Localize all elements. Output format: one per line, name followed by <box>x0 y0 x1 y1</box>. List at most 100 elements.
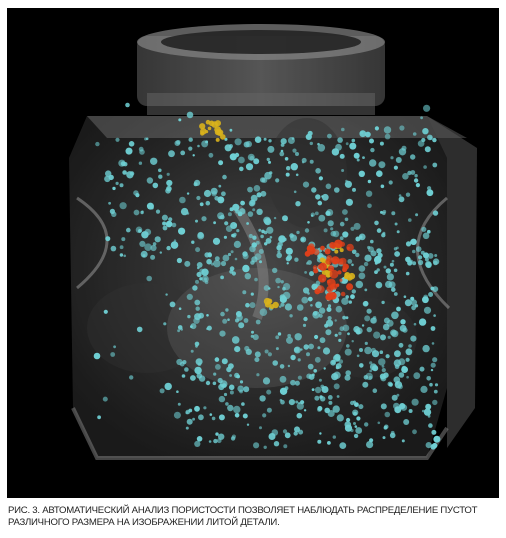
pore-small <box>184 260 191 267</box>
pore-small <box>375 281 383 289</box>
pore-small <box>266 389 272 395</box>
pore-small <box>390 329 397 337</box>
pore-small <box>306 373 312 379</box>
pore-small <box>146 275 152 282</box>
pore-small <box>252 334 259 341</box>
pore-small <box>383 265 387 269</box>
pore-small <box>410 170 416 175</box>
pore-small <box>335 356 341 362</box>
pore-small <box>190 349 194 353</box>
pore-small <box>254 357 260 363</box>
pore-small <box>152 182 159 189</box>
pore-small <box>405 192 411 197</box>
pore-small <box>317 439 322 444</box>
pore-small <box>245 140 252 148</box>
pore-small <box>222 174 227 180</box>
pore-small <box>336 414 344 422</box>
pore-small <box>418 259 424 266</box>
pore-small <box>277 285 280 289</box>
pore-small <box>142 254 146 258</box>
pore-small <box>230 436 236 441</box>
pore-small <box>209 413 213 416</box>
pore-large <box>318 274 327 283</box>
pore-large <box>340 291 346 297</box>
pore-small <box>180 150 186 156</box>
pore-small <box>192 285 198 291</box>
pore-small <box>307 260 312 265</box>
pore-small <box>279 375 287 383</box>
pore-medium <box>344 273 348 277</box>
pore-small <box>394 251 400 257</box>
pore-small <box>318 307 326 314</box>
pore-small <box>126 227 131 233</box>
pore-small <box>309 159 314 164</box>
pore-small <box>285 256 291 262</box>
pore-small <box>327 410 335 417</box>
pore-small <box>263 285 270 291</box>
pore-small <box>259 426 262 430</box>
pore-small <box>418 255 423 260</box>
pore-small <box>365 372 373 381</box>
pore-small <box>387 335 391 339</box>
pore-small <box>165 220 173 228</box>
pore-small <box>158 168 162 173</box>
pore-small <box>303 344 309 350</box>
pore-small <box>218 414 225 421</box>
pore-small <box>123 254 126 258</box>
pore-small <box>376 170 383 177</box>
pore-small <box>227 252 232 257</box>
pore-small <box>362 301 369 307</box>
pore-small <box>219 330 226 337</box>
pore-small <box>407 170 412 176</box>
pore-small <box>414 174 418 178</box>
pore-small <box>346 344 350 348</box>
pore-small <box>358 272 366 280</box>
pore-small <box>198 414 204 421</box>
pore-large <box>327 265 335 272</box>
pore-small <box>206 314 209 317</box>
pore-small <box>381 368 386 373</box>
pore-small <box>311 388 315 391</box>
pore-small <box>314 356 321 363</box>
pore-small <box>228 384 235 391</box>
pore-small <box>342 315 346 320</box>
pore-small <box>415 246 422 252</box>
pore-small <box>191 240 195 244</box>
pore-small <box>338 338 342 342</box>
pore-small <box>295 400 299 404</box>
pore-small <box>254 351 261 358</box>
pore-small <box>321 386 329 393</box>
pore-small <box>250 292 254 296</box>
pore-small <box>367 203 372 209</box>
pore-small <box>408 218 412 222</box>
ct-scan-image <box>7 8 499 498</box>
pore-small <box>347 259 353 264</box>
pore-small <box>254 136 262 143</box>
pore-small <box>290 354 296 361</box>
pore-small <box>275 277 281 284</box>
pore-small <box>355 280 364 289</box>
pore-small <box>317 142 320 146</box>
pore-small <box>344 217 349 222</box>
pore-small <box>427 253 434 259</box>
pore-small <box>269 236 273 239</box>
pore-small <box>245 302 250 308</box>
pore-small <box>275 347 279 351</box>
pore-small <box>427 134 433 141</box>
pore-small <box>351 138 356 143</box>
pore-small <box>285 172 290 177</box>
pore-small <box>186 212 190 215</box>
pore-small <box>279 305 282 308</box>
pore-small <box>121 237 126 242</box>
pore-small <box>345 198 353 206</box>
pore-small <box>408 344 412 348</box>
pore-small <box>364 254 372 262</box>
pore-small <box>364 341 368 345</box>
pore-small <box>425 442 432 449</box>
pore-small <box>367 179 372 184</box>
pore-small <box>186 418 193 425</box>
pore-small <box>154 236 161 243</box>
pore-small <box>285 247 293 255</box>
pore-small <box>170 241 179 249</box>
pore-small <box>345 142 349 146</box>
